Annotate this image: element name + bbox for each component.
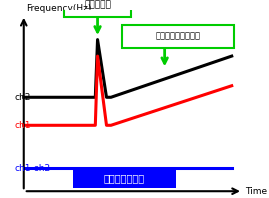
Text: ch1: ch1	[15, 121, 31, 130]
Text: 振動ノイズ: 振動ノイズ	[84, 0, 111, 10]
Text: ch1-ch2: ch1-ch2	[15, 164, 51, 173]
FancyBboxPatch shape	[122, 25, 234, 48]
Text: Time: Time	[245, 187, 267, 196]
Text: 温度変化、粘度変化: 温度変化、粘度変化	[155, 32, 201, 41]
FancyBboxPatch shape	[73, 168, 176, 188]
Text: 差分波形は一定: 差分波形は一定	[104, 173, 145, 183]
Text: Frequency(Hz): Frequency(Hz)	[26, 4, 91, 13]
FancyBboxPatch shape	[64, 0, 131, 16]
Text: ch2: ch2	[15, 93, 31, 102]
